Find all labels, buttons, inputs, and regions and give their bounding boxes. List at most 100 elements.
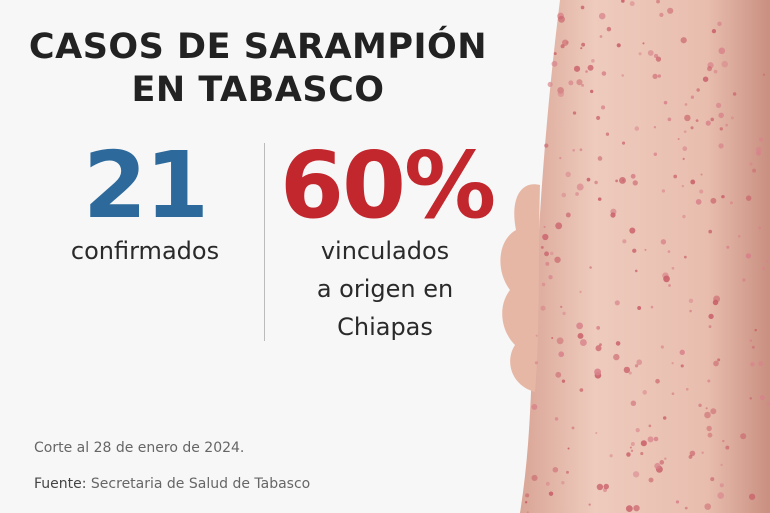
confirmed-cases-value: 21 (82, 132, 209, 239)
rash-spot (554, 417, 559, 421)
rash-spot (562, 311, 566, 316)
rash-spot (597, 156, 603, 161)
chiapas-label-line-2: a origen en (316, 275, 454, 303)
arm-with-rash-image (500, 0, 770, 513)
rash-spot (671, 266, 675, 270)
rash-spot (708, 313, 714, 319)
rash-spot (752, 168, 757, 173)
rash-spot (601, 71, 607, 76)
rash-spot (557, 90, 565, 97)
confirmed-cases-label: confirmados (70, 237, 220, 265)
rash-spot (683, 130, 687, 134)
rash-spot (718, 47, 726, 55)
rash-spot (717, 358, 721, 362)
confirmed-cases-stat: 21 confirmados (40, 140, 250, 270)
rash-spot (660, 239, 667, 245)
rash-spot (732, 92, 737, 96)
rash-spot (621, 74, 624, 77)
rash-spot (548, 491, 554, 496)
rash-spot (581, 42, 586, 47)
rash-spot (573, 65, 581, 72)
rash-spot (758, 226, 762, 230)
rash-spot (555, 222, 563, 230)
rash-spot (707, 66, 712, 72)
rash-spot (659, 460, 665, 465)
source-note: Fuente: Secretaria de Salud de Tabasco (34, 476, 310, 492)
rash-spot (547, 81, 553, 87)
rash-spot (660, 345, 664, 349)
rash-spot (640, 440, 647, 447)
rash-spot (698, 403, 702, 408)
rash-spot (551, 336, 554, 339)
rash-spot (718, 143, 724, 149)
rash-spot (632, 180, 638, 186)
rash-spot (737, 234, 741, 238)
rash-spot (545, 261, 550, 266)
rash-spot (601, 105, 606, 110)
rash-spot (718, 112, 724, 119)
divider (264, 143, 265, 341)
rash-spot (652, 73, 658, 79)
rash-spot (680, 37, 687, 44)
rash-spot (598, 12, 606, 20)
rash-spot (553, 52, 557, 56)
rash-spot (663, 100, 668, 105)
rash-spot (626, 452, 631, 457)
rash-spot (699, 189, 704, 194)
rash-spot (613, 353, 620, 361)
rash-spot (696, 88, 700, 92)
rash-spot (742, 278, 746, 282)
rash-spot (685, 387, 689, 391)
rash-spot (625, 505, 633, 513)
rash-spot (629, 227, 636, 234)
rash-spot (740, 433, 747, 440)
rash-spot (712, 299, 719, 306)
rash-spot (580, 5, 585, 10)
rash-spot (554, 256, 561, 263)
rash-spot (566, 470, 569, 474)
title-line-2: EN TABASCO (131, 70, 385, 110)
rash-spot (684, 506, 688, 510)
rash-spot (542, 233, 549, 241)
rash-spot (642, 42, 645, 45)
rash-spot (568, 80, 574, 86)
rash-spot (642, 390, 648, 395)
rash-spot (534, 361, 539, 365)
rash-spot (595, 345, 602, 352)
rash-spot (707, 379, 711, 383)
rash-spot (700, 173, 703, 176)
rash-spot (623, 366, 631, 374)
rash-spot (531, 403, 538, 410)
rash-spot (572, 148, 575, 152)
rash-spot (606, 26, 612, 32)
rash-spot (565, 212, 571, 218)
rash-spot (683, 255, 687, 259)
cutoff-date: Corte al 28 de enero de 2024. (34, 440, 245, 456)
rash-spot (599, 343, 602, 347)
rash-spot (729, 201, 733, 205)
rash-spot (591, 59, 595, 63)
rash-spot (702, 76, 709, 82)
rash-spot (580, 47, 583, 50)
rash-spot (758, 361, 764, 367)
rash-spot (721, 194, 725, 199)
rash-spot (689, 309, 692, 313)
rash-spot (588, 503, 591, 506)
rash-spot (750, 362, 755, 367)
rash-spot (677, 137, 680, 140)
rash-spot (667, 117, 672, 122)
rash-spot (766, 402, 770, 406)
rash-spot (559, 156, 562, 160)
rash-spot (621, 141, 626, 145)
rash-spot (630, 449, 634, 453)
rash-spot (751, 345, 755, 349)
rash-spot (745, 253, 752, 259)
rash-spot (638, 52, 642, 56)
chiapas-label-line-1: vinculados (320, 237, 450, 265)
rash-spot (647, 436, 654, 443)
rash-spot (713, 360, 719, 367)
rash-spot (708, 229, 713, 234)
rash-spot (637, 306, 642, 310)
rash-spot (655, 378, 660, 384)
rash-spot (668, 284, 671, 287)
